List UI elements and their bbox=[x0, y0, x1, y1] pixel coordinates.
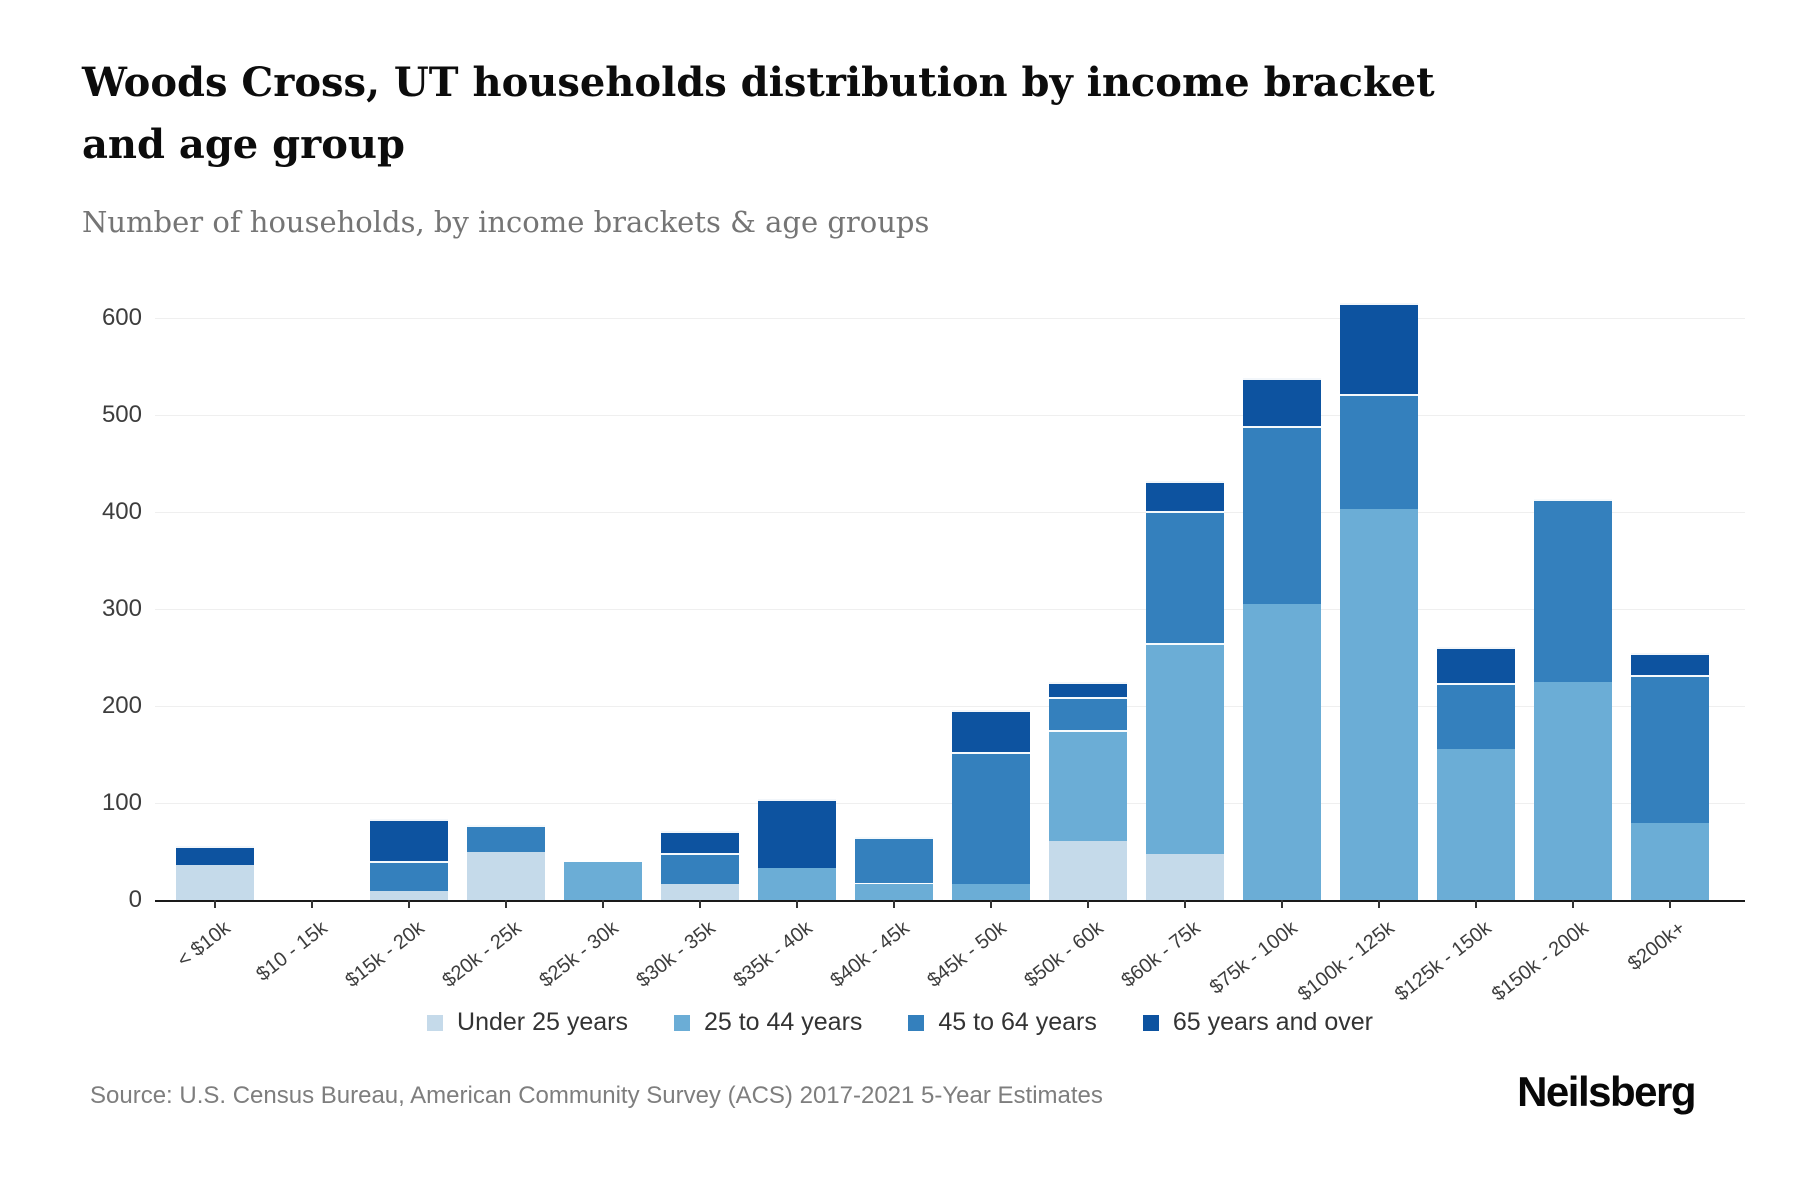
chart-legend: Under 25 years 25 to 44 years 45 to 64 y… bbox=[0, 1008, 1800, 1037]
bar-segment bbox=[370, 818, 448, 862]
bar-segment bbox=[661, 831, 739, 854]
bar-segment bbox=[1437, 646, 1515, 683]
bar-segment bbox=[1243, 425, 1321, 605]
bar-segment bbox=[176, 845, 254, 866]
page-subtitle: Number of households, by income brackets… bbox=[82, 205, 930, 239]
bar-segment bbox=[661, 853, 739, 885]
x-tick-mark bbox=[408, 900, 410, 908]
gridline-200 bbox=[155, 706, 1745, 707]
bar-segment bbox=[370, 861, 448, 892]
bar-segment bbox=[1534, 681, 1612, 900]
x-tick-mark bbox=[1281, 900, 1283, 908]
legend-label: 65 years and over bbox=[1172, 1008, 1373, 1036]
legend-label: Under 25 years bbox=[457, 1008, 628, 1036]
y-tick-label: 500 bbox=[101, 401, 142, 428]
bar-segment bbox=[952, 884, 1030, 900]
legend-label: 45 to 64 years bbox=[938, 1008, 1097, 1036]
bar-segment bbox=[1340, 393, 1418, 510]
bar-segment bbox=[758, 799, 836, 868]
y-tick-label: 300 bbox=[101, 595, 142, 622]
bar-segment bbox=[1243, 378, 1321, 426]
x-tick-mark bbox=[1669, 900, 1671, 908]
bar-segment bbox=[1340, 509, 1418, 900]
x-tick-mark bbox=[602, 900, 604, 908]
legend-item-65-over: 65 years and over bbox=[1142, 1008, 1373, 1037]
bar-segment bbox=[370, 891, 448, 900]
bar-segment bbox=[176, 865, 254, 900]
bar-segment bbox=[1631, 652, 1709, 675]
x-tick-mark bbox=[505, 900, 507, 908]
bar-segment bbox=[467, 852, 545, 900]
x-tick-mark bbox=[990, 900, 992, 908]
bar-segment bbox=[952, 751, 1030, 885]
y-tick-label: 200 bbox=[101, 692, 142, 719]
source-note: Source: U.S. Census Bureau, American Com… bbox=[90, 1082, 1103, 1109]
bar-segment bbox=[1437, 748, 1515, 900]
bar-segment bbox=[1146, 511, 1224, 643]
x-tick-mark bbox=[214, 900, 216, 908]
bar-segment bbox=[1049, 681, 1127, 698]
legend-item-45-64: 45 to 64 years bbox=[908, 1008, 1097, 1037]
neilsberg-logo: Neilsberg bbox=[1517, 1068, 1696, 1115]
x-tick-mark bbox=[1378, 900, 1380, 908]
gridline-500 bbox=[155, 415, 1745, 416]
bar-segment bbox=[1146, 854, 1224, 900]
gridline-100 bbox=[155, 803, 1745, 804]
y-tick-label: 100 bbox=[101, 789, 142, 816]
bar-segment bbox=[855, 836, 933, 884]
bar-segment bbox=[1631, 823, 1709, 900]
gridline-600 bbox=[155, 318, 1745, 319]
bar-segment bbox=[564, 862, 642, 900]
bar-segment bbox=[1243, 604, 1321, 900]
gridline-400 bbox=[155, 512, 1745, 513]
bar-segment bbox=[1049, 697, 1127, 731]
plot-area: < $10k $10 - 15k $15k - 20k $20k - 25k $25k … bbox=[155, 255, 1745, 1006]
bar-segment bbox=[1340, 303, 1418, 394]
x-tick-mark bbox=[699, 900, 701, 908]
legend-swatch-45-64 bbox=[908, 1014, 925, 1031]
bar-segment bbox=[1146, 642, 1224, 855]
bar-segment bbox=[661, 884, 739, 900]
legend-item-under-25: Under 25 years bbox=[427, 1008, 628, 1037]
legend-label: 25 to 44 years bbox=[703, 1008, 863, 1036]
legend-swatch-under-25 bbox=[427, 1014, 444, 1031]
bar-segment bbox=[952, 709, 1030, 752]
y-tick-label: 0 bbox=[128, 886, 142, 913]
y-tick-label: 400 bbox=[101, 498, 142, 525]
x-tick-mark bbox=[1184, 900, 1186, 908]
gridline-300 bbox=[155, 609, 1745, 610]
legend-swatch-65-over bbox=[1142, 1014, 1159, 1031]
x-tick-mark bbox=[1572, 900, 1574, 908]
bar-segment bbox=[1049, 840, 1127, 900]
x-tick-mark bbox=[1475, 900, 1477, 908]
x-tick-mark bbox=[796, 900, 798, 908]
x-tick-mark bbox=[1087, 900, 1089, 908]
page-title: Woods Cross, UT households distribution … bbox=[82, 59, 1435, 168]
x-tick-mark bbox=[893, 900, 895, 908]
bar-segment bbox=[1437, 682, 1515, 749]
legend-swatch-25-44 bbox=[673, 1014, 690, 1031]
stacked-bar-chart: 0 100 200 300 400 500 600 < $10k $10 - 15k $15k … bbox=[0, 255, 1800, 1006]
y-tick-label: 600 bbox=[101, 304, 142, 331]
legend-item-25-44: 25 to 44 years bbox=[673, 1008, 863, 1037]
bar-segment bbox=[1146, 480, 1224, 512]
bar-segment bbox=[1049, 730, 1127, 841]
bar-segment bbox=[758, 867, 836, 900]
bar-segment bbox=[1534, 499, 1612, 682]
bar-segment bbox=[1631, 674, 1709, 824]
bar-segment bbox=[855, 883, 933, 900]
x-tick-mark bbox=[311, 900, 313, 908]
bar-segment bbox=[467, 825, 545, 853]
